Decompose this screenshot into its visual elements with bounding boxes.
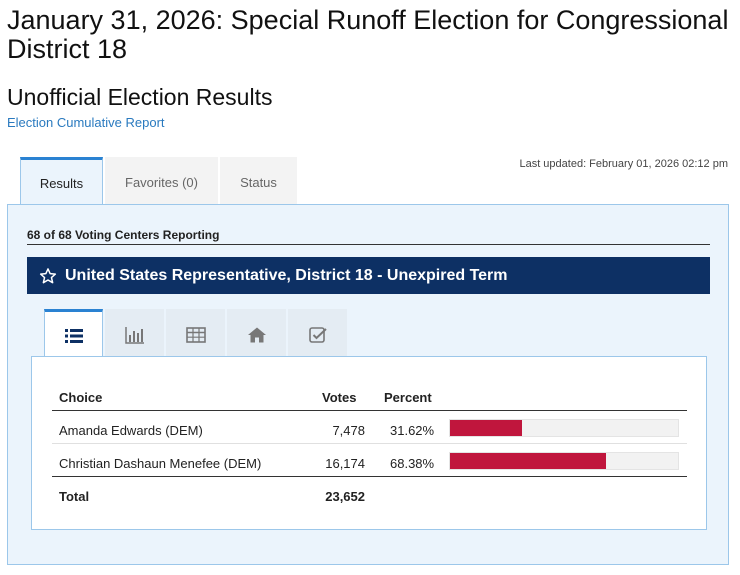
view-tab-home[interactable]	[227, 309, 286, 357]
view-tab-table[interactable]	[166, 309, 225, 357]
tab-status[interactable]: Status	[220, 157, 297, 205]
last-updated-text: Last updated: February 01, 2026 02:12 pm	[519, 158, 728, 170]
row-1-bar-fill	[450, 420, 523, 436]
tab-results[interactable]: Results	[20, 157, 103, 207]
row-2-percent: 68.38%	[390, 456, 435, 471]
row-2-bar	[449, 452, 679, 470]
list-icon	[64, 328, 83, 343]
header-divider	[52, 410, 687, 411]
row-1-bar	[449, 419, 679, 437]
total-label: Total	[59, 489, 90, 504]
results-panel: 68 of 68 Voting Centers Reporting United…	[7, 204, 729, 565]
main-tabs: Results Favorites (0) Status	[20, 157, 299, 207]
row-2-choice: Christian Dashaun Menefee (DEM)	[59, 456, 262, 471]
total-votes: 23,652	[325, 489, 365, 504]
row-1-votes: 7,478	[332, 423, 365, 438]
view-tab-chart[interactable]	[105, 309, 164, 357]
race-title: United States Representative, District 1…	[65, 266, 508, 284]
page-subtitle: Unofficial Election Results	[7, 84, 273, 110]
view-tab-checkbox[interactable]	[288, 309, 347, 357]
tab-favorites[interactable]: Favorites (0)	[105, 157, 218, 205]
star-outline-icon[interactable]	[39, 267, 57, 285]
row-1-choice: Amanda Edwards (DEM)	[59, 423, 203, 438]
page-title: January 31, 2026: Special Runoff Electio…	[7, 5, 729, 64]
row-divider	[52, 443, 687, 444]
reporting-status: 68 of 68 Voting Centers Reporting	[27, 228, 710, 245]
header-percent: Percent	[384, 390, 432, 405]
header-votes: Votes	[322, 390, 357, 405]
view-tab-list[interactable]	[44, 309, 103, 359]
results-table: Choice Votes Percent Amanda Edwards (DEM…	[31, 356, 707, 530]
total-divider	[52, 476, 687, 477]
checkbox-icon	[308, 326, 327, 343]
header-choice: Choice	[59, 390, 103, 405]
bar-chart-icon	[124, 326, 144, 344]
row-2-bar-fill	[450, 453, 606, 469]
table-icon	[185, 326, 206, 343]
row-1-percent: 31.62%	[390, 423, 435, 438]
cumulative-report-link[interactable]: Election Cumulative Report	[7, 115, 165, 130]
view-tabs	[44, 309, 349, 359]
home-icon	[247, 327, 266, 342]
row-2-votes: 16,174	[325, 456, 365, 471]
race-header: United States Representative, District 1…	[27, 257, 710, 294]
